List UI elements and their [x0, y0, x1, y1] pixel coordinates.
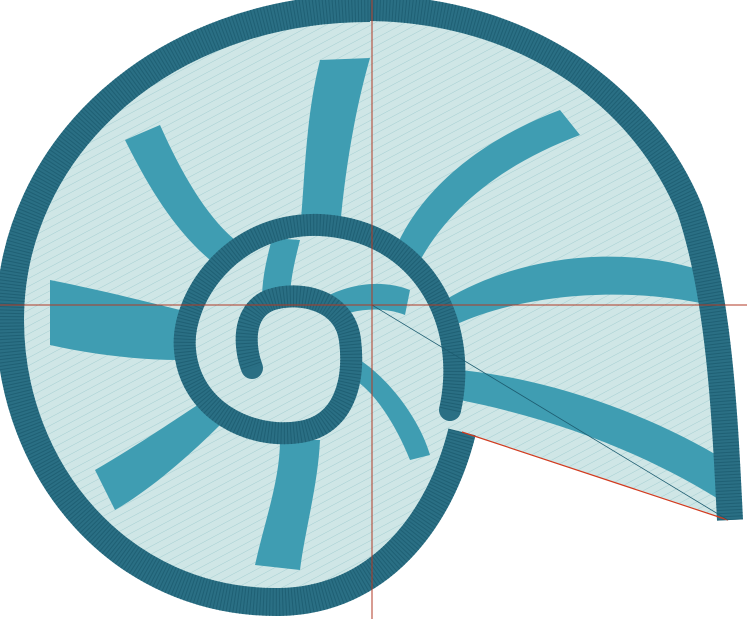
band-bottom: [255, 440, 320, 570]
band-inner-lower: [355, 360, 430, 460]
band-upper-right: [395, 110, 580, 270]
band-left: [50, 280, 180, 360]
band-lower-right: [460, 370, 728, 505]
band-inner-top: [262, 238, 300, 300]
band-upper-left: [125, 125, 235, 260]
red-outline: [371, 304, 729, 521]
band-lower-left: [95, 400, 220, 510]
band-top: [300, 58, 370, 230]
band-right: [445, 256, 710, 325]
